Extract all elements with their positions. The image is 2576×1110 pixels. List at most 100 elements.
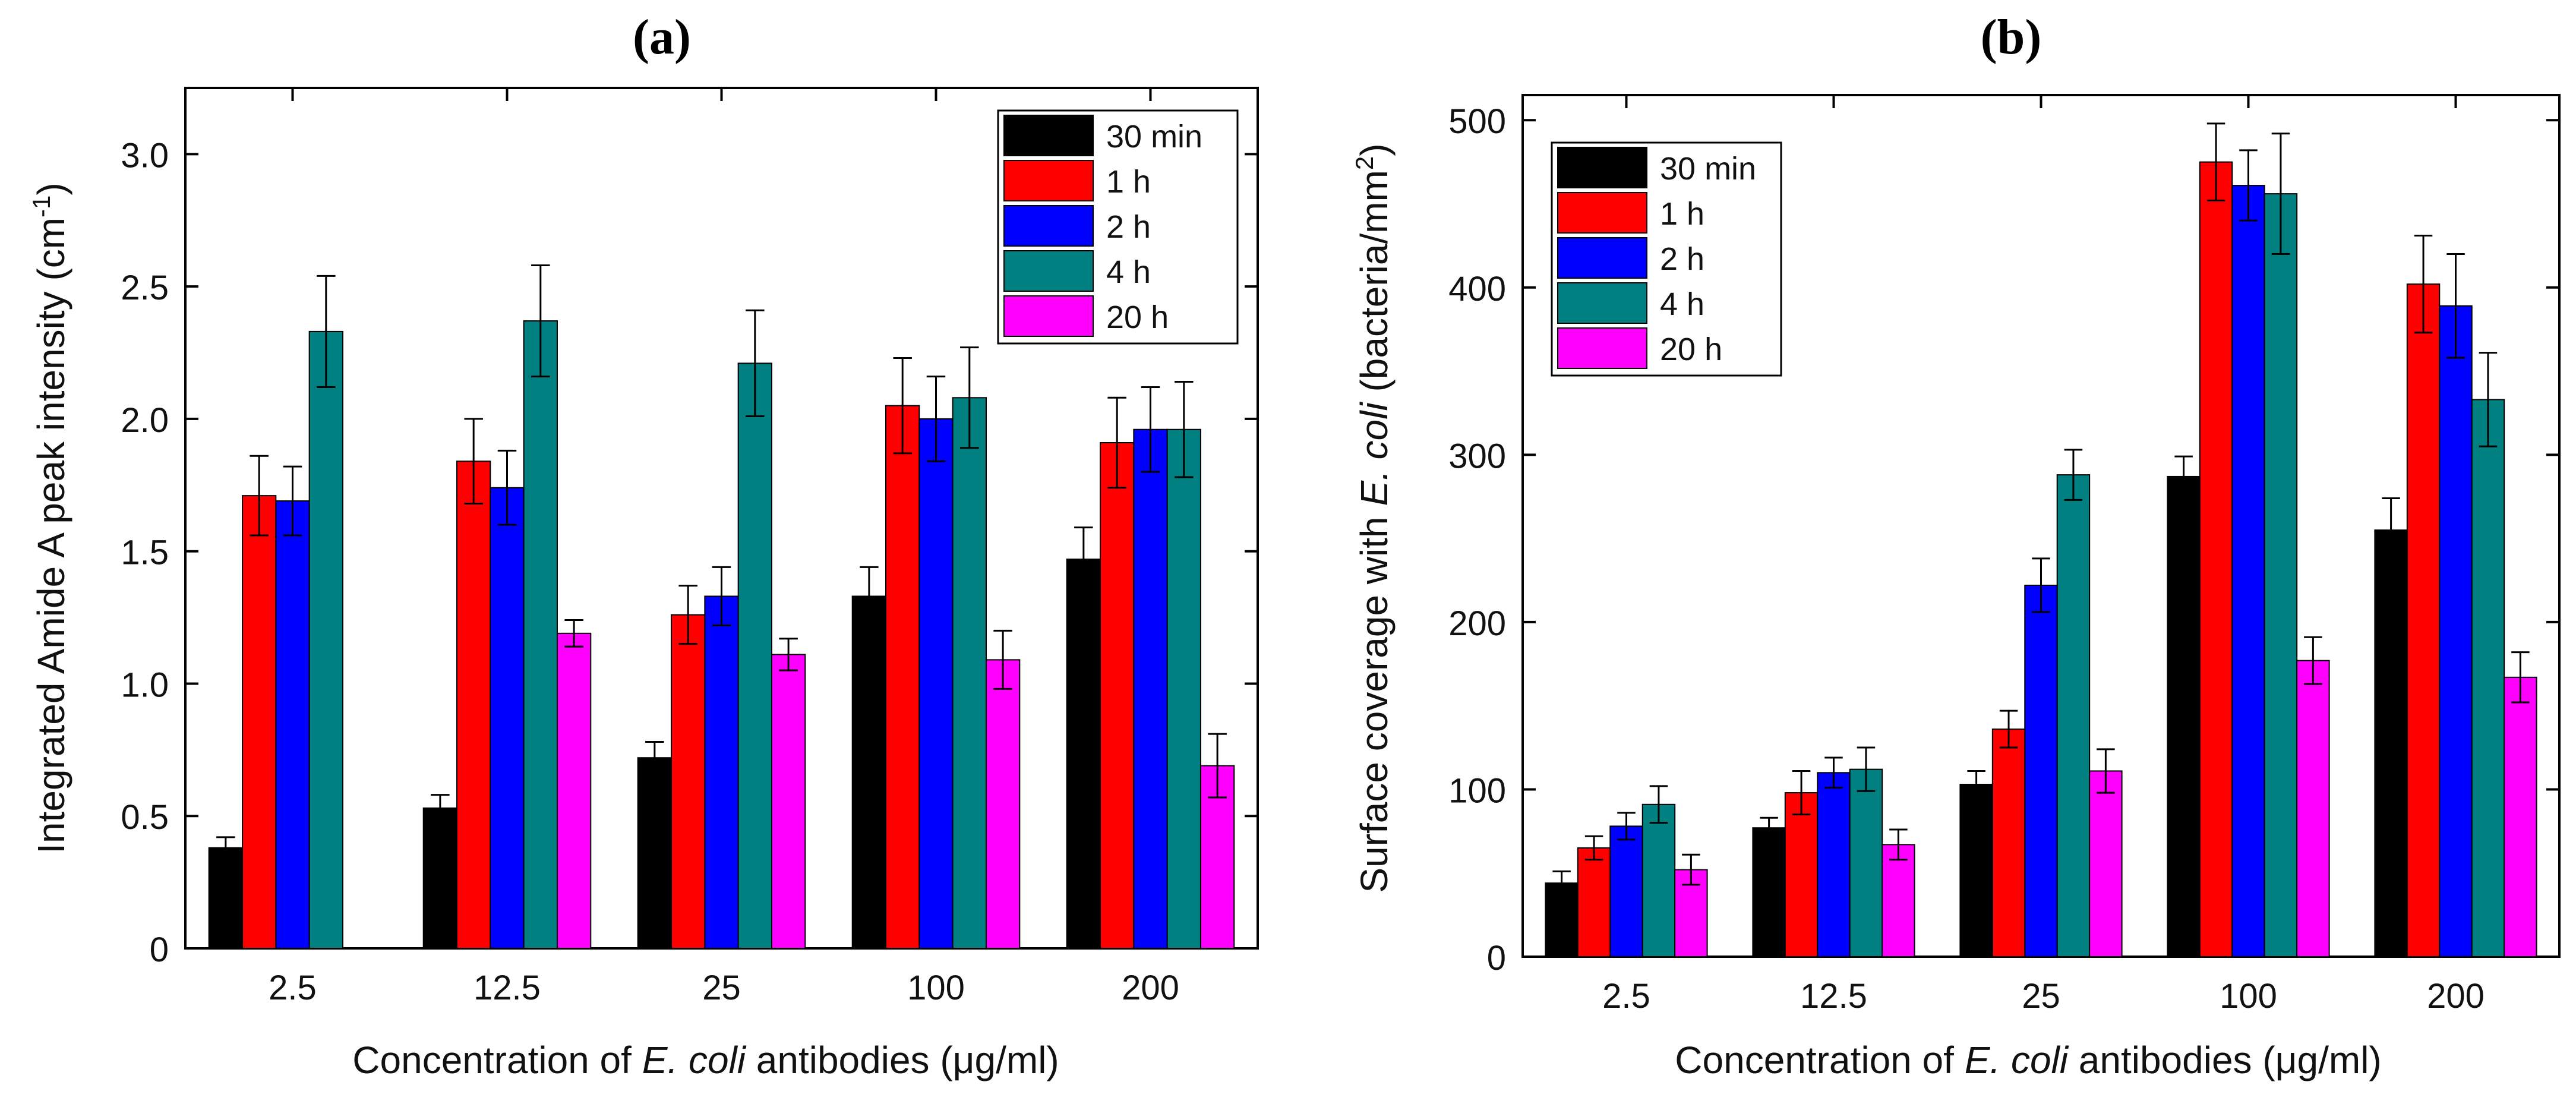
- bar: [242, 495, 277, 949]
- legend-swatch: [1557, 192, 1647, 234]
- legend-swatch: [1003, 250, 1094, 292]
- y-tick-label: 1.5: [121, 534, 169, 572]
- bar: [1959, 784, 1993, 957]
- x-tick-label: 25: [2022, 977, 2060, 1016]
- bar: [523, 320, 558, 949]
- bar: [1641, 803, 1676, 957]
- legend-swatch: [1003, 160, 1094, 201]
- bar: [2167, 475, 2201, 957]
- bar: [275, 500, 310, 949]
- bar: [1066, 559, 1101, 949]
- legend-swatch: [1003, 205, 1094, 247]
- bar: [671, 614, 706, 950]
- legend-swatch: [1003, 115, 1094, 156]
- panel-b-chart: (b) 0 100 200 300 400 500 2.5 12.5 25 100 200 30 min…: [1350, 10, 2561, 1081]
- legend-label: 4 h: [1106, 254, 1151, 290]
- x-axis-label: Concentration of E. coli antibodies (μg/…: [1675, 1039, 2381, 1081]
- x-axis-label-italic: E. coli: [1965, 1039, 2069, 1081]
- y-tick-label: 400: [1448, 270, 1506, 308]
- legend-swatch: [1557, 237, 1647, 279]
- x-tick-label: 12.5: [1800, 977, 1867, 1016]
- legend-label: 1 h: [1660, 196, 1704, 232]
- x-axis-label-italic: E. coli: [642, 1039, 747, 1081]
- y-axis-label-end: ): [1353, 143, 1396, 156]
- x-tick-label: 2.5: [1602, 977, 1650, 1016]
- y-axis-label-end: ): [30, 182, 72, 195]
- bar: [1752, 827, 1786, 957]
- bar: [2406, 283, 2441, 957]
- bar: [985, 659, 1021, 949]
- bar: [2231, 185, 2265, 958]
- bar: [1674, 869, 1708, 958]
- y-tick-label: 0.5: [121, 798, 169, 837]
- bar: [1849, 768, 1883, 957]
- bar: [851, 595, 887, 949]
- bar: [2024, 584, 2058, 957]
- x-axis-label-post: antibodies (μg/ml): [2068, 1039, 2382, 1081]
- legend-label: 4 h: [1660, 286, 1704, 322]
- bar: [2296, 660, 2330, 958]
- bar: [2056, 474, 2091, 957]
- legend-label: 2 h: [1660, 241, 1704, 277]
- panel-label: (b): [1981, 10, 2042, 65]
- legend-label: 20 h: [1660, 332, 1722, 367]
- x-tick-label: 2.5: [269, 969, 317, 1007]
- bar: [2199, 161, 2233, 958]
- x-tick-label: 200: [1122, 969, 1179, 1007]
- x-axis-label: Concentration of E. coli antibodies (μg/…: [352, 1039, 1059, 1081]
- bar: [1784, 792, 1819, 957]
- bar: [1609, 825, 1643, 957]
- bar: [637, 757, 673, 949]
- legend-swatch: [1557, 327, 1647, 369]
- bar: [490, 487, 525, 949]
- legend-label: 30 min: [1660, 151, 1756, 187]
- bar: [1100, 442, 1135, 949]
- bar: [952, 397, 987, 949]
- x-axis-label-pre: Concentration of: [1675, 1039, 1964, 1081]
- bar: [1817, 772, 1851, 957]
- x-tick-label: 25: [702, 969, 741, 1007]
- x-tick-label: 12.5: [473, 969, 541, 1007]
- legend-swatch: [1557, 147, 1647, 188]
- bar: [2471, 399, 2505, 957]
- legend-label: 2 h: [1106, 209, 1151, 245]
- x-tick-label: 100: [2220, 977, 2277, 1016]
- x-axis-label-post: antibodies (μg/ml): [746, 1039, 1059, 1081]
- legend-label: 30 min: [1106, 119, 1202, 154]
- bar: [422, 807, 458, 950]
- bar: [1577, 847, 1611, 957]
- bar: [1166, 428, 1201, 949]
- legend-swatch: [1557, 282, 1647, 324]
- bar: [2374, 529, 2408, 957]
- bar: [2504, 676, 2537, 957]
- bar: [456, 461, 491, 949]
- y-axis-label-post: (bacteria/mm: [1353, 170, 1396, 402]
- bar: [1882, 844, 1915, 958]
- y-axis-label-italic: E. coli: [1353, 402, 1396, 506]
- bar: [2439, 305, 2473, 957]
- y-tick-label: 0: [150, 931, 169, 969]
- bar: [704, 595, 739, 949]
- panel-a-chart: (a) 0 0.5 1.0 1.5 2.0 2.5 3.0 2.5 12.5 25 100 200 30 …: [27, 10, 1259, 1081]
- panel-label: (a): [633, 10, 691, 65]
- y-axis-label-pre: Surface coverage with: [1353, 506, 1396, 893]
- x-axis-label-pre: Concentration of: [352, 1039, 642, 1081]
- legend-label: 20 h: [1106, 299, 1169, 335]
- y-tick-label: 2.5: [121, 269, 169, 307]
- bar: [918, 418, 954, 949]
- y-tick-label: 100: [1448, 771, 1506, 810]
- bar: [771, 654, 806, 949]
- bar: [737, 362, 772, 949]
- y-axis-label-sup: 2: [1350, 156, 1378, 170]
- bar: [556, 632, 592, 949]
- bar: [2089, 770, 2123, 957]
- legend-label: 1 h: [1106, 164, 1151, 200]
- bar: [1991, 729, 2026, 958]
- y-axis-label: Integrated Amide A peak intensity (cm-1): [27, 182, 72, 853]
- y-tick-label: 300: [1448, 437, 1506, 475]
- y-tick-label: 2.0: [121, 401, 169, 440]
- y-axis-label: Surface coverage with E. coli (bacteria/…: [1350, 143, 1396, 893]
- bar: [885, 405, 920, 949]
- bar: [1133, 428, 1168, 949]
